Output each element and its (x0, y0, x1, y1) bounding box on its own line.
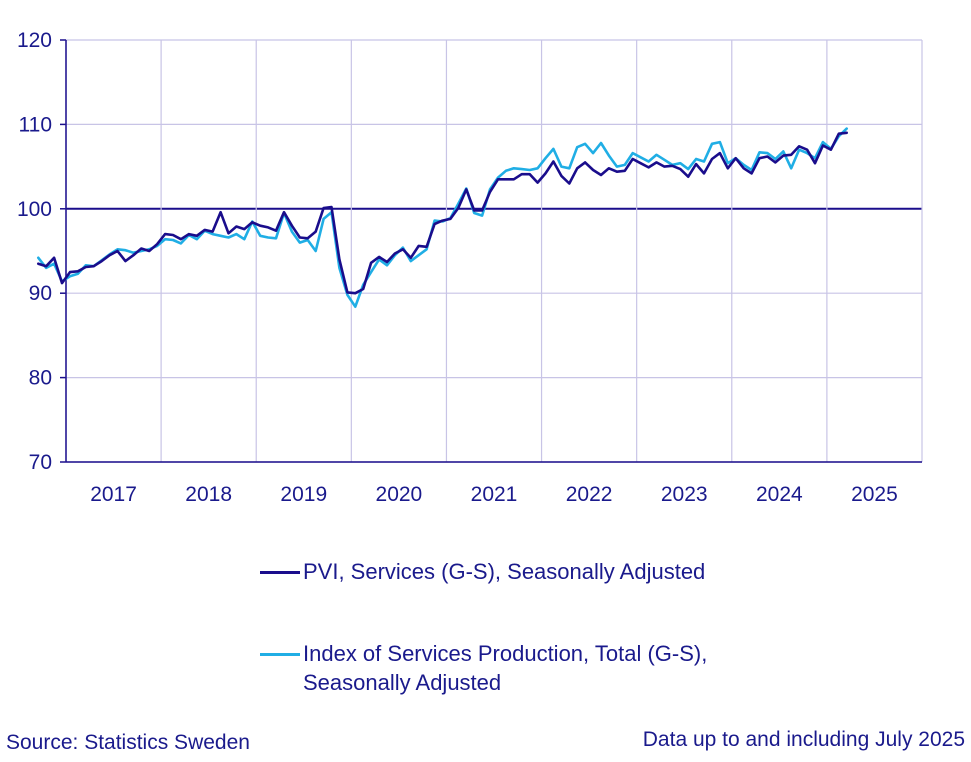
x-tick-label-2017: 2017 (90, 483, 137, 506)
x-tick-label-2021: 2021 (471, 483, 518, 506)
legend-swatch-isp (260, 653, 300, 656)
legend-swatch-pvi (260, 571, 300, 574)
x-tick-label-2020: 2020 (376, 483, 423, 506)
y-tick-label-100: 100 (17, 198, 52, 221)
x-tick-label-2024: 2024 (756, 483, 803, 506)
x-tick-label-2025: 2025 (851, 483, 898, 506)
y-tick-label-110: 110 (19, 113, 52, 136)
legend-label-isp: Index of Services Production, Total (G-S… (303, 641, 708, 695)
x-tick-label-2019: 2019 (280, 483, 327, 506)
legend-label-pvi: PVI, Services (G-S), Seasonally Adjusted (303, 559, 706, 584)
y-tick-label-80: 80 (29, 367, 52, 390)
grid-layer (60, 39, 923, 463)
x-tick-label-2023: 2023 (661, 483, 708, 506)
y-tick-label-90: 90 (29, 282, 52, 305)
tick-label-layer: 70 80 90 100 110 120 2017 2018 2019 2020 2021 2022 2… (17, 29, 898, 506)
source-note: Source: Statistics Sweden (6, 731, 250, 754)
y-tick-label-120: 120 (17, 29, 52, 52)
series-line-0 (36, 131, 849, 295)
series-layer (36, 127, 849, 309)
line-chart: 70 80 90 100 110 120 2017 2018 2019 2020 2021 2022 2… (17, 29, 923, 506)
x-tick-label-2018: 2018 (185, 483, 232, 506)
series-line-1 (36, 127, 849, 309)
data-range-note: Data up to and including July 2025 (642, 728, 965, 751)
y-tick-label-70: 70 (29, 451, 52, 474)
x-tick-label-2022: 2022 (566, 483, 613, 506)
